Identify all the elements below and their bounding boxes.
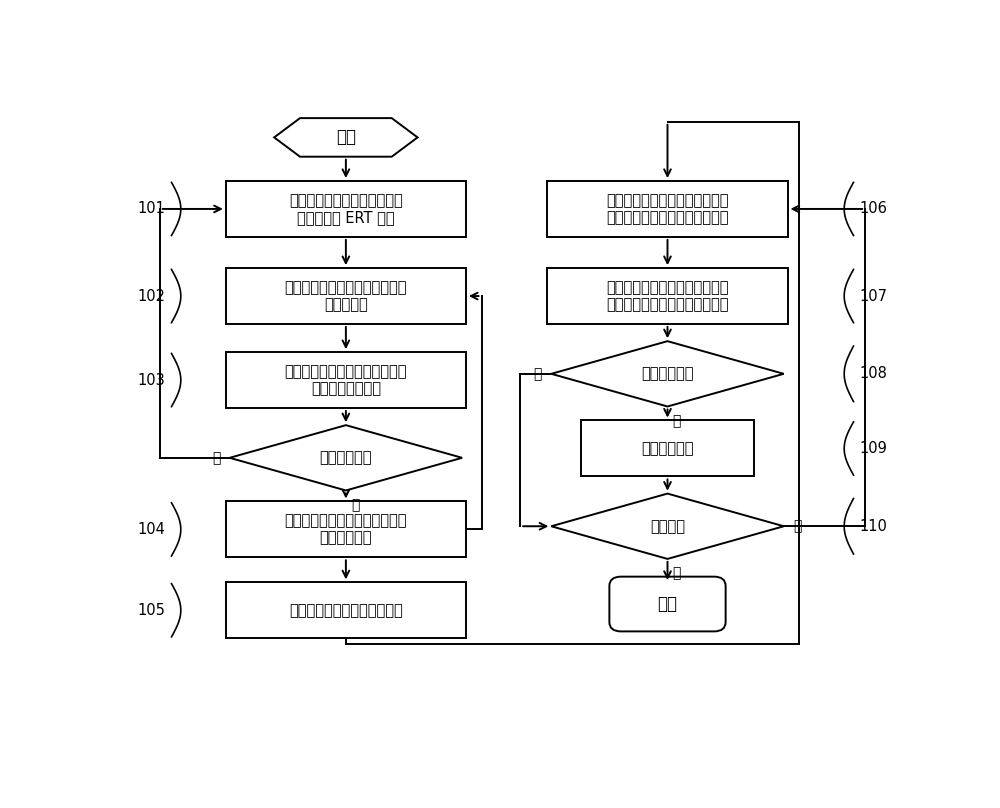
- FancyBboxPatch shape: [226, 268, 466, 324]
- Text: 101: 101: [137, 201, 165, 217]
- FancyBboxPatch shape: [547, 268, 788, 324]
- Text: 否: 否: [351, 498, 359, 512]
- Text: 106: 106: [860, 201, 888, 217]
- Text: 程序切换工作电极组，进入下一
组激励与测量: 程序切换工作电极组，进入下一 组激励与测量: [285, 513, 407, 545]
- Text: 是: 是: [212, 451, 220, 465]
- FancyBboxPatch shape: [581, 420, 754, 477]
- FancyBboxPatch shape: [226, 501, 466, 558]
- Text: 107: 107: [860, 288, 888, 304]
- Text: 建立抑制平滑度最小平方反演方
程，对视电阻率分布图像反演重: 建立抑制平滑度最小平方反演方 程，对视电阻率分布图像反演重: [606, 193, 729, 225]
- Polygon shape: [551, 341, 784, 406]
- Text: 103: 103: [138, 372, 165, 388]
- Text: 102: 102: [137, 288, 165, 304]
- Text: 完成全部测量: 完成全部测量: [320, 450, 372, 465]
- Text: 结束: 结束: [658, 595, 678, 613]
- FancyBboxPatch shape: [226, 181, 466, 237]
- FancyBboxPatch shape: [609, 577, 726, 631]
- Polygon shape: [230, 425, 462, 490]
- Text: 开始: 开始: [336, 128, 356, 146]
- Text: 在对应的测量电极上获取电压数
据，完成一次测量: 在对应的测量电极上获取电压数 据，完成一次测量: [285, 364, 407, 396]
- Text: 105: 105: [137, 603, 165, 618]
- Text: 处理电压数据，计算视电阻率: 处理电压数据，计算视电阻率: [289, 603, 403, 618]
- Text: 产生局部高温: 产生局部高温: [641, 366, 694, 381]
- Text: 按照电极排列方式布置电极阵
列，并连接 ERT 系统: 按照电极排列方式布置电极阵 列，并连接 ERT 系统: [289, 193, 403, 225]
- Text: 根据电池组视电阻率与内部温度
关系，确定电池组温度分布情况: 根据电池组视电阻率与内部温度 关系，确定电池组温度分布情况: [606, 280, 729, 312]
- Text: 109: 109: [860, 441, 888, 456]
- Text: 是: 是: [793, 520, 801, 533]
- FancyBboxPatch shape: [226, 352, 466, 408]
- Text: 110: 110: [860, 519, 888, 534]
- Text: 对一组激励电极片施加双极性高
频激励电流: 对一组激励电极片施加双极性高 频激励电流: [285, 280, 407, 312]
- Polygon shape: [551, 494, 784, 559]
- Text: 否: 否: [673, 566, 681, 580]
- Text: 108: 108: [860, 366, 888, 381]
- Text: 否: 否: [534, 367, 542, 381]
- FancyBboxPatch shape: [547, 181, 788, 237]
- Text: 104: 104: [137, 522, 165, 537]
- Polygon shape: [274, 118, 418, 157]
- Text: 在线监测: 在线监测: [650, 519, 685, 534]
- FancyBboxPatch shape: [226, 583, 466, 638]
- Text: 是: 是: [673, 414, 681, 428]
- Text: 发出预警信号: 发出预警信号: [641, 441, 694, 456]
